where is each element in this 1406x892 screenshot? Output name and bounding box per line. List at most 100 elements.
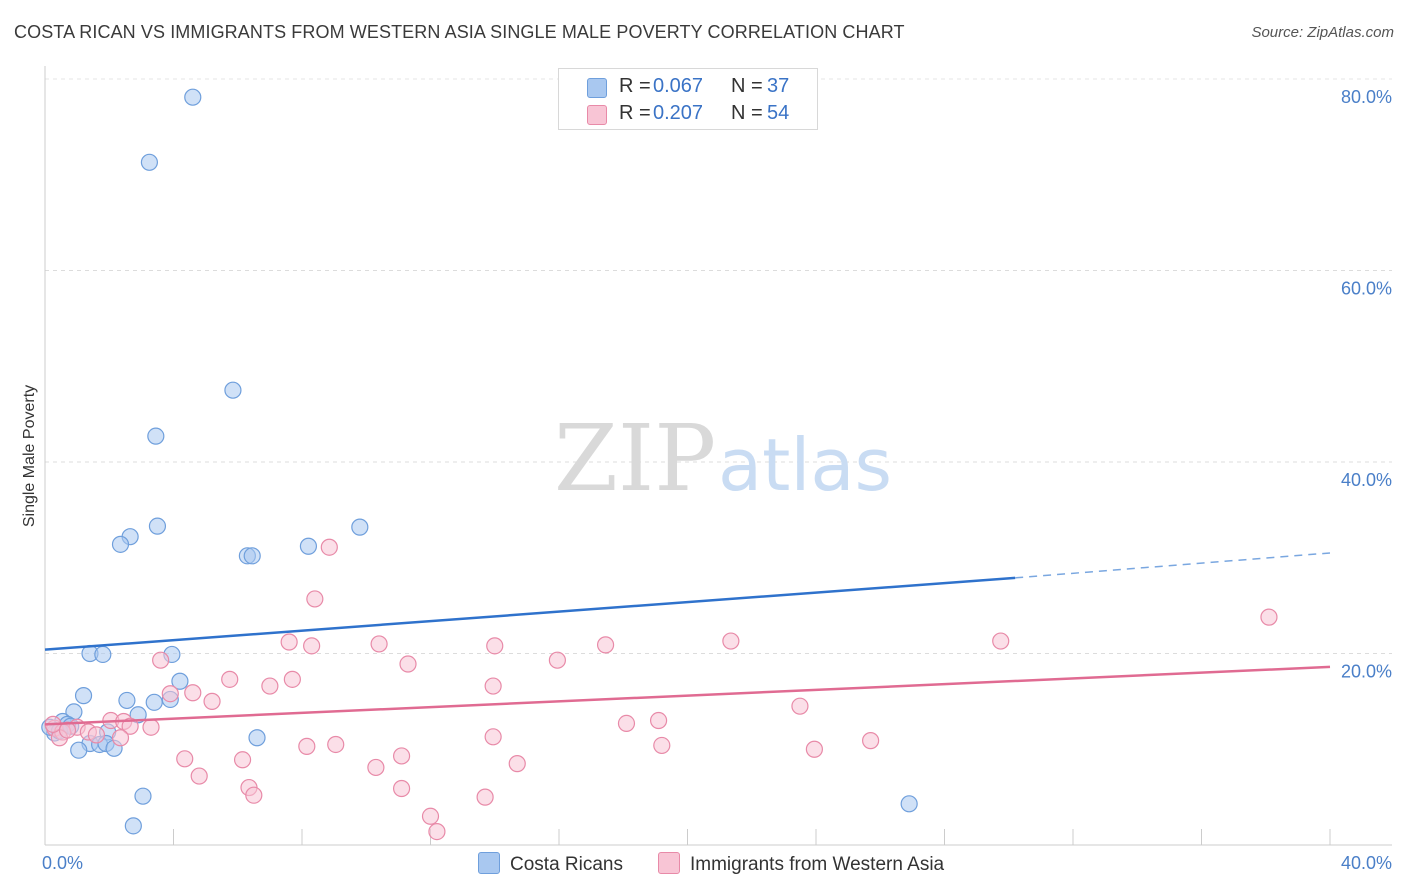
immigrant-point [176, 750, 194, 768]
correlation-legend: R = 0.067 N = 37 R = 0.207 N = 54 [558, 68, 818, 130]
y-tick-label: 20.0% [1341, 662, 1392, 682]
immigrant-point [203, 692, 221, 710]
immigrant-point [548, 651, 566, 669]
r-label: R = [619, 75, 651, 97]
y-tick-label: 60.0% [1341, 279, 1392, 299]
legend-swatch-blue [478, 852, 500, 874]
immigrant-point [261, 677, 279, 695]
costa-rican-point [145, 693, 163, 711]
immigrant-point [303, 637, 321, 655]
gridlines [45, 78, 1392, 654]
y-tick-label: 40.0% [1341, 470, 1392, 490]
trend-line-costa-ricans-extension [1015, 552, 1331, 579]
n-label: N = [731, 102, 763, 124]
immigrant-point [484, 677, 502, 695]
immigrant-point [649, 711, 668, 730]
immigrant-point [367, 758, 385, 777]
immigrant-point [617, 714, 636, 732]
x-tick-label-min: 0.0% [42, 853, 83, 873]
x-tick-label-max: 40.0% [1341, 853, 1392, 873]
costa-rican-point [70, 741, 88, 759]
costa-rican-point [224, 381, 242, 399]
costa-rican-point [124, 817, 142, 835]
immigrant-point [298, 737, 316, 755]
immigrant-point [283, 670, 301, 688]
immigrant-point [306, 590, 324, 608]
immigrant-point [399, 655, 417, 673]
immigrant-point [280, 633, 298, 651]
legend-label: Costa Ricans [510, 854, 623, 875]
immigrant-point [392, 779, 411, 798]
chart-title: COSTA RICAN VS IMMIGRANTS FROM WESTERN A… [14, 22, 905, 42]
immigrant-point [596, 636, 615, 654]
immigrant-point [121, 717, 139, 735]
watermark: ZIP atlas [554, 405, 892, 512]
immigrant-point [805, 740, 823, 758]
legend-swatch-blue [587, 78, 607, 98]
immigrant-point [486, 637, 504, 655]
r-value: 0.207 [653, 102, 704, 124]
legend-swatch-pink [658, 852, 680, 874]
costa-rican-point [243, 547, 261, 565]
immigrant-point [87, 726, 106, 744]
immigrant-point [152, 651, 170, 669]
immigrant-point [111, 729, 130, 747]
costa-rican-point [134, 787, 152, 805]
costa-rican-point [147, 427, 165, 445]
costa-rican-point [118, 691, 136, 710]
immigrant-point [1260, 608, 1278, 626]
legend-label: Immigrants from Western Asia [690, 854, 945, 875]
immigrant-point [722, 632, 740, 650]
immigrant-point [370, 635, 388, 653]
costa-rican-point [148, 517, 167, 535]
immigrant-point [327, 735, 345, 754]
costa-rican-point [184, 88, 202, 106]
r-value: 0.067 [653, 75, 704, 97]
legend-swatch-pink [587, 105, 607, 125]
immigrant-point [221, 670, 239, 688]
n-value: 37 [767, 75, 790, 97]
costa-rican-point [140, 153, 159, 171]
immigrant-point [233, 751, 252, 769]
trend-line-costa-ricans [44, 576, 1016, 651]
costa-rican-point [74, 687, 93, 705]
immigrant-point [992, 632, 1010, 650]
bottom-legend-immigrants: Immigrants from Western Asia [658, 852, 944, 876]
watermark-zip: ZIP [554, 405, 716, 512]
tick-labels: 20.0% 40.0% 60.0% 80.0% 0.0% 40.0% [42, 87, 1392, 873]
costa-rican-point [351, 518, 369, 536]
immigrant-point [161, 685, 179, 703]
immigrant-point [428, 822, 446, 841]
bottom-legend-costa-ricans: Costa Ricans [478, 852, 623, 876]
costa-rican-point [171, 672, 189, 690]
immigrant-point [484, 728, 502, 746]
immigrant-point [476, 788, 494, 806]
immigrant-point [653, 736, 671, 755]
immigrant-point [862, 732, 880, 750]
r-label: R = [619, 102, 651, 124]
immigrant-point [320, 538, 338, 556]
costa-rican-point [111, 535, 130, 553]
series-immigrants-western-asia [44, 538, 1278, 841]
costa-rican-point [248, 729, 266, 747]
immigrant-point [184, 684, 202, 702]
immigrant-point [245, 786, 263, 804]
n-label: N = [731, 75, 763, 97]
costa-rican-point [299, 537, 318, 555]
source-label: Source: ZipAtlas.com [1251, 24, 1394, 41]
immigrant-point [190, 767, 208, 785]
immigrant-point [791, 697, 809, 715]
trend-line-immigrants [44, 665, 1331, 726]
immigrant-point [392, 747, 411, 765]
watermark-atlas: atlas [718, 423, 892, 507]
immigrant-point [508, 755, 526, 773]
costa-rican-point [900, 795, 918, 813]
trend-lines [44, 552, 1331, 726]
immigrant-point [142, 718, 160, 736]
y-tick-label: 80.0% [1341, 87, 1392, 107]
immigrant-point [421, 807, 440, 825]
y-axis-label: Single Male Poverty [21, 385, 38, 527]
n-value: 54 [767, 102, 790, 124]
costa-rican-point [94, 645, 112, 664]
